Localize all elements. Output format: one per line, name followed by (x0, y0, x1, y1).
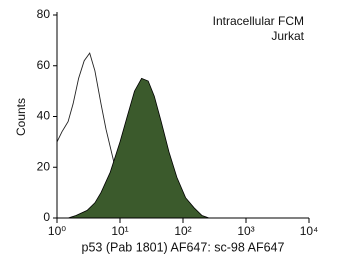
x-tick-label: 10⁰ (48, 224, 66, 238)
annotation: Intracellular FCM (213, 14, 304, 28)
x-tick-label: 10³ (237, 224, 254, 238)
x-tick-label: 10² (174, 224, 191, 238)
y-tick-label: 40 (37, 109, 51, 123)
x-axis-label: p53 (Pab 1801) AF647: sc-98 AF647 (82, 240, 285, 254)
histogram-area (67, 77, 210, 219)
y-tick-label: 20 (37, 159, 51, 173)
x-tick-label: 10⁴ (300, 224, 319, 238)
y-axis-label: Counts (14, 98, 28, 136)
y-tick-label: 60 (37, 58, 51, 72)
y-tick-label: 0 (43, 210, 50, 224)
y-tick-label: 80 (37, 7, 51, 21)
annotation: Jurkat (271, 29, 304, 43)
x-tick-label: 10¹ (111, 224, 128, 238)
